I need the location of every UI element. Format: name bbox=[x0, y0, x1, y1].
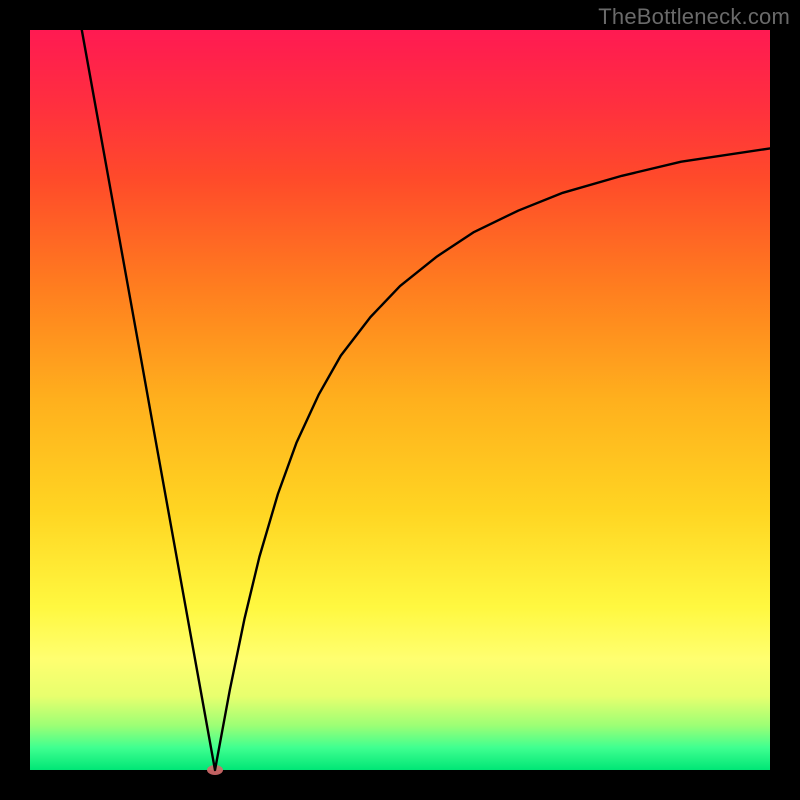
watermark-label: TheBottleneck.com bbox=[598, 4, 790, 30]
bottleneck-chart bbox=[0, 0, 800, 800]
plot-background-gradient bbox=[30, 30, 770, 770]
